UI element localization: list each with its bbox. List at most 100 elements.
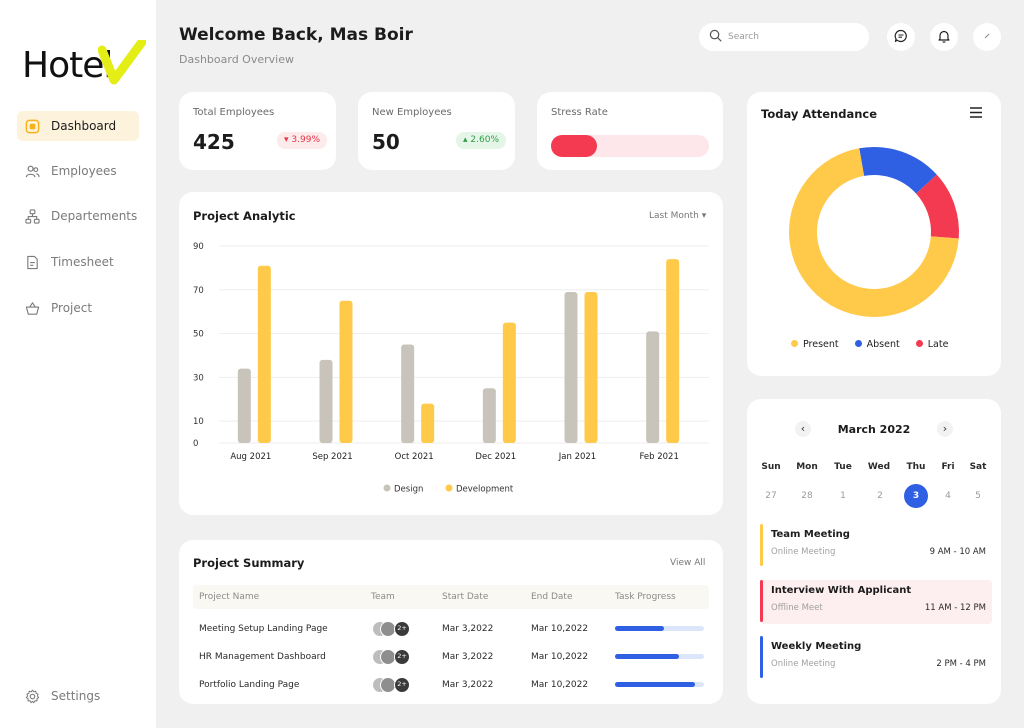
task-progress-fill bbox=[615, 654, 680, 659]
bar-design bbox=[564, 291, 578, 443]
event-item[interactable]: Interview With Applicant Offline Meet 11… bbox=[760, 580, 992, 624]
hierarchy-icon bbox=[24, 208, 40, 224]
task-progress-bar bbox=[615, 654, 704, 659]
change-value: 3.99% bbox=[291, 135, 320, 145]
sidebar-item-employees[interactable]: Employees bbox=[17, 156, 139, 186]
legend-item-present: Present bbox=[791, 339, 839, 350]
end-date: Mar 10,2022 bbox=[531, 680, 589, 690]
sidebar-item-label: Timesheet bbox=[51, 255, 114, 269]
project-analytic-chart: 90 70 50 30 10 0 Aug 2021 Sep 2021 Oct 2021 Dec 2… bbox=[193, 242, 709, 495]
hotel-logo[interactable]: Hotel bbox=[22, 40, 146, 88]
today-attendance-card: Today Attendance Present Absent Late bbox=[747, 92, 1001, 376]
table-header: Project Name Team Start Date End Date Ta… bbox=[193, 585, 709, 609]
task-progress-bar bbox=[615, 626, 704, 631]
chat-icon bbox=[894, 29, 908, 46]
x-tick-label: Aug 2021 bbox=[230, 452, 271, 462]
project-name: Portfolio Landing Page bbox=[199, 680, 300, 690]
bar-design bbox=[401, 344, 415, 443]
calendar-date[interactable]: 1 bbox=[840, 491, 846, 501]
task-progress-fill bbox=[615, 682, 696, 687]
more-members-badge: 2+ bbox=[394, 621, 410, 637]
event-time: 9 AM - 10 AM bbox=[929, 547, 986, 557]
chevron-left-icon: ‹ bbox=[800, 422, 806, 435]
bar-development bbox=[502, 322, 516, 443]
calendar-date[interactable]: 2 bbox=[877, 491, 883, 501]
checkmark-logo-icon bbox=[98, 40, 146, 85]
search-input[interactable] bbox=[728, 32, 848, 42]
bar-design bbox=[482, 388, 496, 443]
project-name: HR Management Dashboard bbox=[199, 652, 326, 662]
calendar-date[interactable]: 27 bbox=[765, 491, 777, 501]
sidebar-item-label: Project bbox=[51, 301, 93, 315]
end-date: Mar 10,2022 bbox=[531, 624, 589, 634]
section-title: Project Summary bbox=[193, 556, 305, 570]
event-time: 2 PM - 4 PM bbox=[936, 659, 986, 669]
y-tick-label: 30 bbox=[193, 373, 204, 383]
arrow-up-icon: ▴ bbox=[463, 135, 468, 145]
stat-value: 50 bbox=[372, 130, 400, 154]
weekday-label: Thu bbox=[906, 462, 926, 472]
user-avatar[interactable] bbox=[973, 23, 1001, 51]
attendance-donut-chart bbox=[789, 147, 959, 317]
stress-rate-fill bbox=[551, 135, 597, 157]
legend-label: Absent bbox=[866, 339, 900, 350]
sidebar-item-settings[interactable]: Settings bbox=[17, 681, 139, 711]
stat-label: Total Employees bbox=[193, 107, 275, 118]
new-employees-card: New Employees 50 ▴ 2.60% bbox=[358, 92, 515, 170]
total-employees-card: Total Employees 425 ▾ 3.99% bbox=[179, 92, 336, 170]
x-tick-label: Dec 2021 bbox=[475, 452, 516, 462]
search-bar[interactable] bbox=[699, 23, 869, 51]
calendar-date[interactable]: 28 bbox=[801, 491, 813, 501]
sidebar-item-timesheet[interactable]: Timesheet bbox=[17, 247, 139, 277]
event-item[interactable]: Team Meeting Online Meeting 9 AM - 10 AM bbox=[760, 524, 992, 568]
avatar-icon bbox=[982, 31, 992, 44]
start-date: Mar 3,2022 bbox=[442, 652, 494, 662]
dashboard-icon bbox=[24, 118, 40, 134]
basket-icon bbox=[24, 300, 40, 316]
menu-icon[interactable] bbox=[970, 107, 982, 121]
bar-design bbox=[646, 331, 660, 443]
messages-button[interactable] bbox=[887, 23, 915, 51]
y-tick-label: 0 bbox=[193, 439, 198, 449]
calendar-date[interactable]: 5 bbox=[975, 491, 981, 501]
period-dropdown[interactable]: Last Month ▾ bbox=[649, 211, 706, 221]
legend-label: Design bbox=[394, 485, 423, 495]
event-color-bar bbox=[760, 524, 763, 566]
calendar-date[interactable]: 4 bbox=[945, 491, 951, 501]
stat-label: New Employees bbox=[372, 107, 452, 118]
column-header: Project Name bbox=[199, 592, 260, 602]
section-title: Project Analytic bbox=[193, 209, 296, 223]
y-tick-label: 70 bbox=[193, 286, 204, 296]
sidebar-item-departements[interactable]: Departements bbox=[17, 201, 139, 231]
legend-swatch bbox=[383, 484, 391, 492]
stat-label: Stress Rate bbox=[551, 107, 608, 118]
search-icon bbox=[709, 29, 722, 45]
y-tick-label: 50 bbox=[193, 330, 204, 340]
sidebar-item-project[interactable]: Project bbox=[17, 293, 139, 323]
attendance-legend: Present Absent Late bbox=[791, 339, 948, 350]
calendar-date-selected[interactable]: 3 bbox=[904, 484, 928, 508]
event-title: Weekly Meeting bbox=[771, 641, 862, 652]
bar-development bbox=[421, 403, 435, 443]
donut-slice-absent bbox=[859, 147, 937, 194]
event-item[interactable]: Weekly Meeting Online Meeting 2 PM - 4 P… bbox=[760, 636, 992, 680]
team-avatars: 2+ bbox=[372, 649, 412, 665]
section-title: Today Attendance bbox=[761, 107, 878, 121]
sidebar-item-label: Dashboard bbox=[51, 119, 117, 133]
arrow-down-icon: ▾ bbox=[284, 135, 289, 145]
project-analytic-card: Project Analytic Last Month ▾ 90 70 50 30 10… bbox=[179, 192, 723, 515]
team-avatars: 2+ bbox=[372, 621, 412, 637]
task-progress-bar bbox=[615, 682, 704, 687]
prev-month-button[interactable]: ‹ bbox=[795, 421, 811, 437]
event-color-bar bbox=[760, 580, 763, 622]
sidebar-item-dashboard[interactable]: Dashboard bbox=[17, 111, 139, 141]
next-month-button[interactable]: › bbox=[937, 421, 953, 437]
legend-label: Late bbox=[927, 339, 949, 350]
sidebar-item-label: Settings bbox=[51, 689, 101, 703]
notifications-button[interactable] bbox=[930, 23, 958, 51]
users-icon bbox=[24, 163, 40, 179]
y-tick-label: 10 bbox=[193, 417, 204, 427]
change-badge-down: ▾ 3.99% bbox=[277, 132, 327, 149]
bell-icon bbox=[937, 29, 951, 46]
view-all-link[interactable]: View All bbox=[670, 558, 706, 568]
